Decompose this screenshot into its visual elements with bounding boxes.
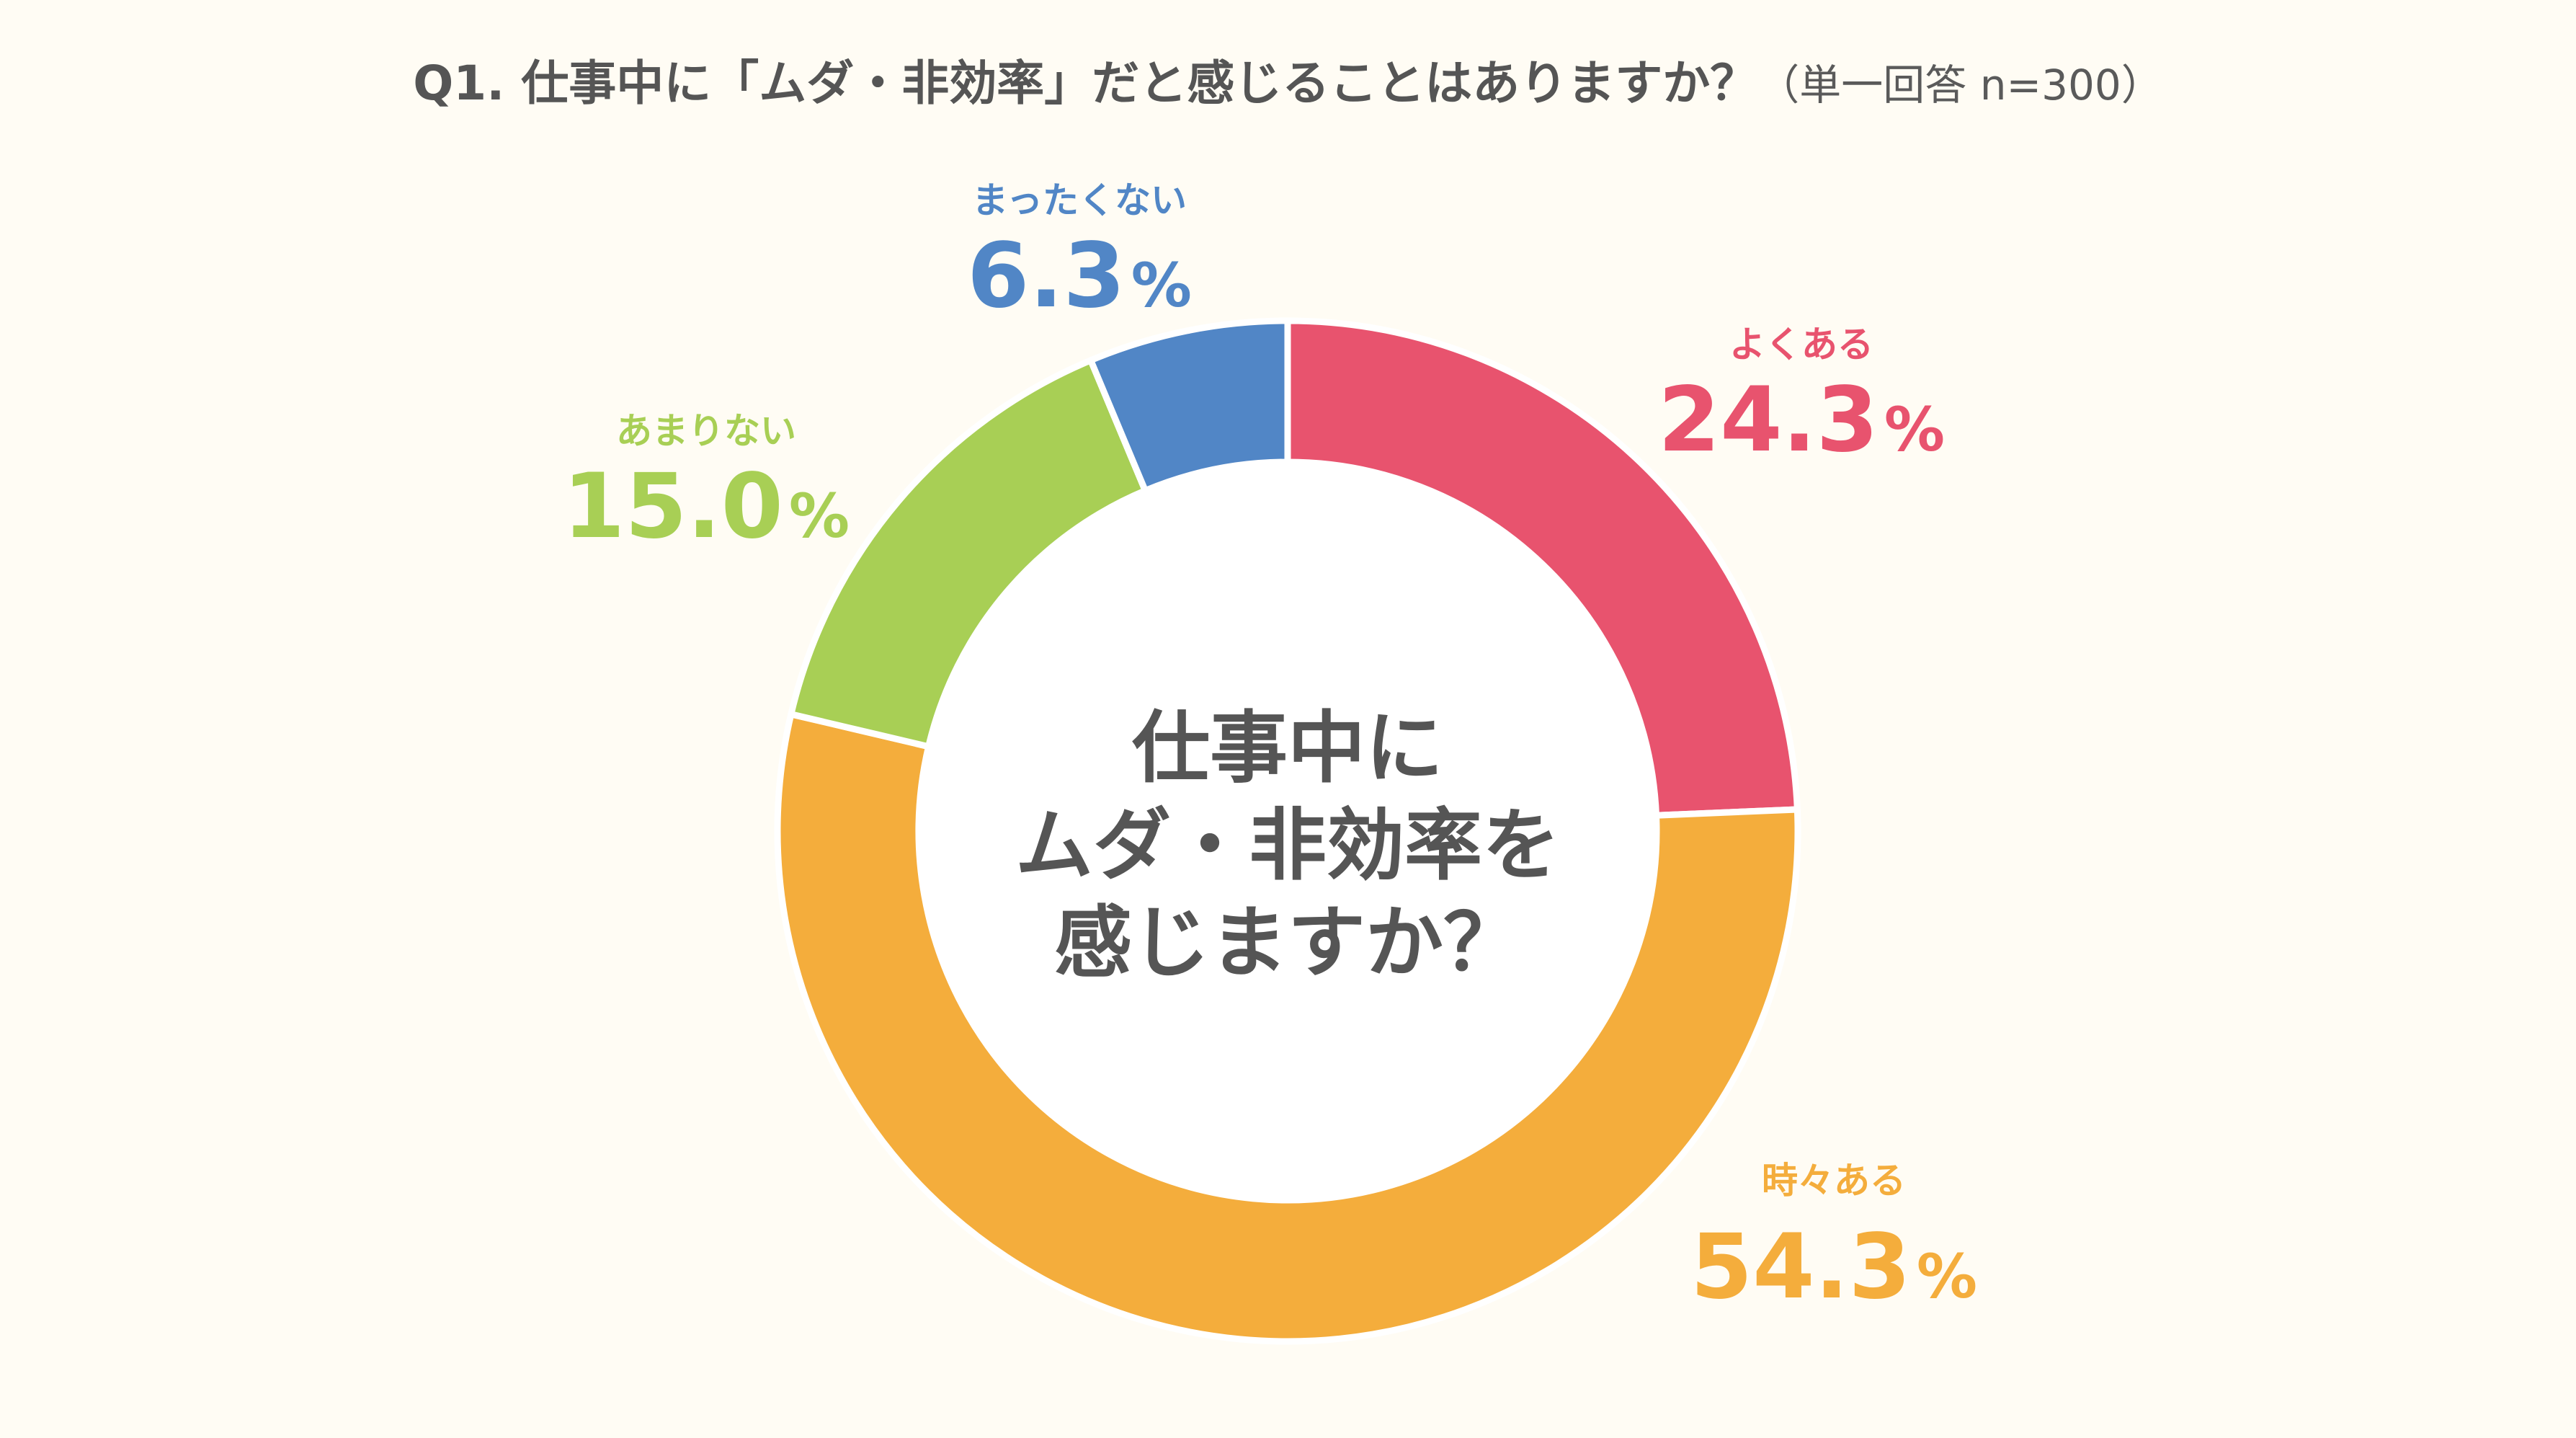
donut-slice-3 — [788, 357, 1149, 750]
slice-value-label-3: 15.0% — [563, 455, 850, 559]
donut-hole — [920, 463, 1655, 1199]
center-text-line-2: ムダ・非効率を — [1015, 801, 1560, 891]
chart-title-note: （単一回答 n=300） — [1757, 61, 2163, 110]
slice-value-label-4: 6.3% — [967, 224, 1192, 328]
center-text-line-3: 感じますか？ — [1054, 898, 1521, 988]
chart-title: Q1. 仕事中に「ムダ・非効率」だと感じることはありますか？（単一回答 n=30… — [0, 45, 2576, 114]
slice-category-label-3: あまりない — [616, 410, 796, 452]
donut-slice-2 — [774, 711, 1801, 1345]
center-text-line-1: 仕事中に — [1132, 704, 1443, 794]
slice-category-label-2: 時々ある — [1762, 1160, 1906, 1202]
slice-value-label-2: 54.3% — [1690, 1215, 1977, 1319]
chart-title-question: Q1. 仕事中に「ムダ・非効率」だと感じることはありますか？ — [413, 56, 1758, 111]
slice-category-label-4: まったくない — [972, 179, 1187, 221]
donut-slice-4 — [1087, 317, 1291, 494]
donut-slice-1 — [1284, 317, 1801, 819]
slice-value-label-1: 24.3% — [1658, 368, 1945, 472]
slice-category-label-1: よくある — [1729, 324, 1873, 365]
donut-slices — [774, 317, 1801, 1345]
center-question: 仕事中に ムダ・非効率を 感じますか？ — [1015, 704, 1560, 988]
